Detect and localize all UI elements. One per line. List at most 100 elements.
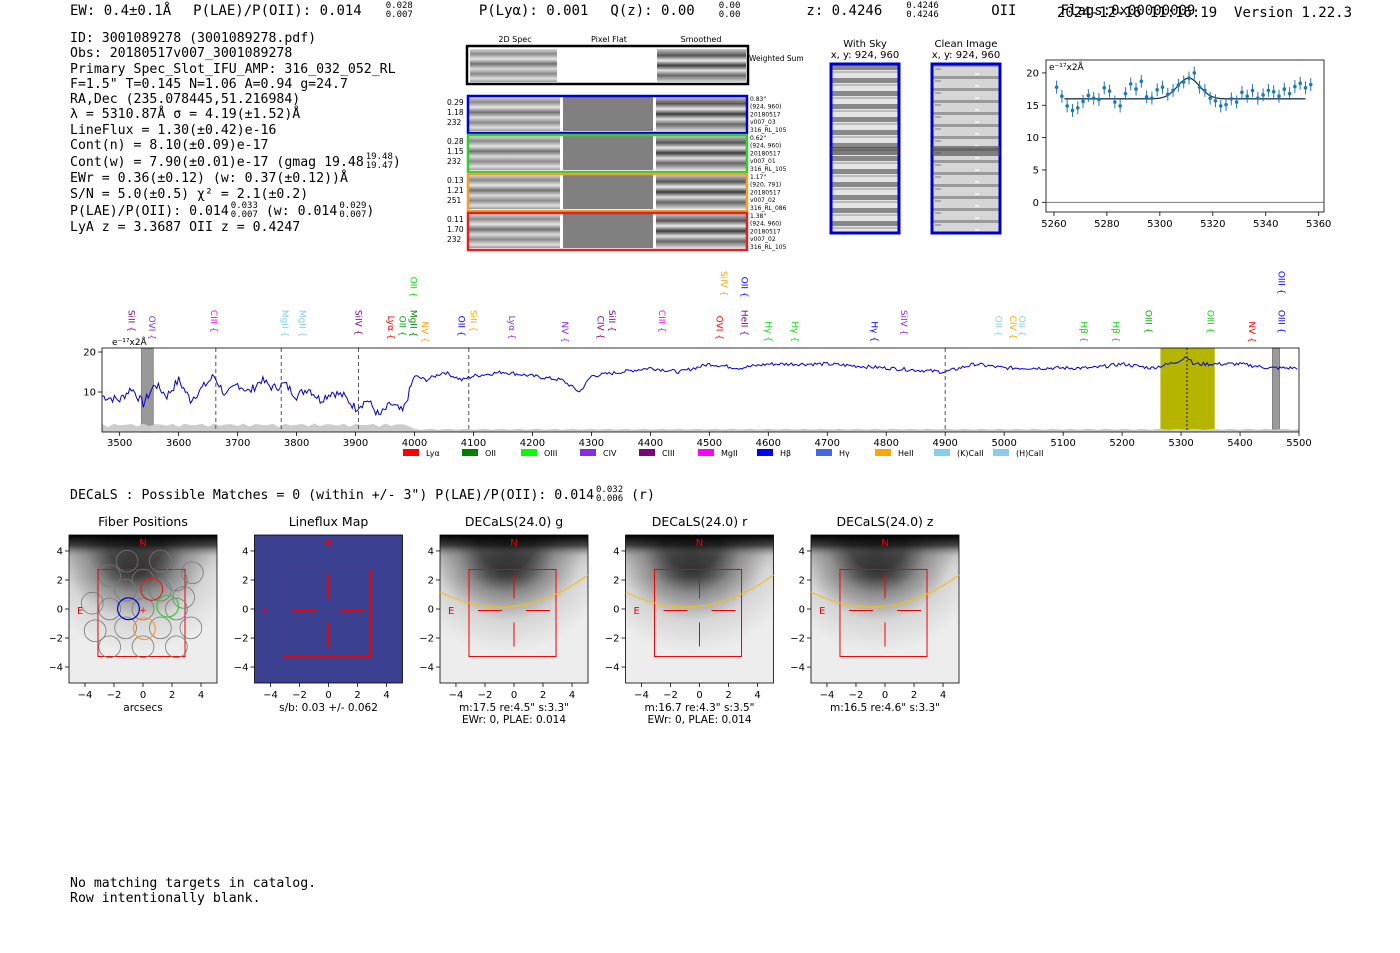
data-point xyxy=(1293,84,1297,89)
header-datetime: 2024-12-16 11:16:19 Version 1.22.3 xyxy=(1057,5,1353,21)
legend-swatch xyxy=(580,449,596,456)
y-tick-label: 2 xyxy=(242,575,248,586)
emission-line-label: OVI { xyxy=(146,316,156,340)
decals-summary: DECaLS : Possible Matches = 0 (within +/… xyxy=(70,485,655,504)
east-label: E xyxy=(448,606,454,617)
legend-label: CIII xyxy=(662,449,675,458)
data-point xyxy=(1160,85,1165,89)
cutout-pixel-flat xyxy=(563,97,653,131)
cutout-2d-spec xyxy=(469,214,560,248)
legend-swatch xyxy=(698,449,714,456)
cutout-left-label: 232 xyxy=(447,235,462,244)
data-point xyxy=(1075,106,1080,110)
cutout-smoothed xyxy=(656,175,746,209)
emission-line-label: NV { xyxy=(1246,321,1256,342)
x-tick-label: 4600 xyxy=(756,438,781,449)
decals-panel: Lineflux Map N E −4 −4 −2 −2 0 0 2 2 4 4 s/b: 0.03 +/… xyxy=(234,514,403,714)
x-tick-label: 4800 xyxy=(874,438,899,449)
cutout-pixel-flat xyxy=(563,214,653,248)
data-point xyxy=(1107,89,1112,93)
y-tick-label: 0 xyxy=(428,605,434,616)
data-point xyxy=(1261,93,1265,97)
line-fit-frame xyxy=(1045,59,1325,213)
panel-caption: s/b: 0.03 +/- 0.062 xyxy=(279,702,378,714)
selected-fiber xyxy=(117,597,140,621)
north-label: N xyxy=(510,538,517,549)
y-tick-label: −4 xyxy=(234,663,249,674)
header-plae: P(LAE)/P(OII): 0.014 0.028 0.007 xyxy=(193,1,413,20)
legend-swatch xyxy=(757,449,773,456)
x-tick-label: −2 xyxy=(849,690,864,701)
x-tick-label: 4700 xyxy=(815,438,840,449)
cutout-right-label: 316_RL_086 xyxy=(750,205,787,212)
data-point xyxy=(1266,88,1271,93)
north-label: N xyxy=(881,538,888,549)
x-tick-label: 4300 xyxy=(579,438,604,449)
col-2d-spec: 2D Spec xyxy=(498,35,531,44)
data-point xyxy=(1298,81,1302,86)
cutout-left-label: 1.21 xyxy=(447,186,464,195)
y-tick-label: −4 xyxy=(50,663,63,674)
panel-caption: arcsecs xyxy=(123,702,162,714)
panel-caption: EWr: 0, PLAE: 0.014 xyxy=(462,714,566,725)
data-point xyxy=(1134,87,1138,91)
panel-title: Fiber Positions xyxy=(98,514,188,529)
decals-panels: Fiber Positions + N E −4 −4 −2 −2 0 0 2 2 4 4 arcsecs L… xyxy=(50,514,960,725)
data-point xyxy=(1208,96,1212,100)
emission-line-label: SiII { xyxy=(606,310,616,332)
panel-caption: m:16.5 re:4.6" s:3.3" xyxy=(830,702,940,714)
clean-title: Clean Image xyxy=(935,39,998,50)
data-point xyxy=(1224,102,1228,107)
panel-title: DECaLS(24.0) z xyxy=(837,514,934,529)
cutout-row-frame xyxy=(466,133,749,174)
header-plya: P(Lyα): 0.001 xyxy=(478,3,589,19)
x-tick-label: 4200 xyxy=(520,438,545,449)
x-tick-label: 3700 xyxy=(225,438,250,449)
legend-swatch xyxy=(521,449,537,456)
cutout-left-label: 232 xyxy=(447,118,462,127)
data-point xyxy=(1234,100,1239,104)
data-point xyxy=(1282,87,1287,91)
fiber-circle xyxy=(98,597,121,621)
cutout-left-label: 0.13 xyxy=(447,176,464,185)
spectrum-unit: e⁻¹⁷x2Å xyxy=(112,336,148,348)
emission-line-text: CIII { xyxy=(208,310,218,333)
cutout-left-label: 0.11 xyxy=(447,215,464,224)
data-point xyxy=(1155,87,1159,92)
x-tick-label: 4900 xyxy=(932,438,957,449)
x-tick-label: 4 xyxy=(198,690,204,701)
x-tick-label: 5340 xyxy=(1253,219,1278,230)
data-point xyxy=(1240,90,1244,95)
emission-line-label: OII { xyxy=(407,277,417,298)
header-summary: EW: 0.4±0.1Å P(LAE)/P(OII): 0.014 0.028 0.0… xyxy=(70,2,1217,20)
x-tick-label: −4 xyxy=(634,690,649,701)
y-tick-label: −4 xyxy=(419,663,434,674)
data-point xyxy=(1287,91,1292,96)
fiber-circle xyxy=(115,549,139,573)
emission-line-text: NV { xyxy=(419,321,429,342)
data-point xyxy=(1150,96,1154,100)
emission-line-label: SiII { xyxy=(467,310,477,332)
emission-line-text: OIII { xyxy=(1275,271,1285,295)
x-tick-label: 2 xyxy=(169,690,175,701)
emission-line-label: MgII { xyxy=(407,310,417,337)
y-tick-label: 4 xyxy=(613,546,619,557)
galaxy-ellipse xyxy=(625,574,774,608)
center-marker: + xyxy=(139,606,147,616)
fiber-circle xyxy=(149,616,172,640)
fiber-circle xyxy=(114,616,137,640)
info-sn: S/N = 5.0(±0.5) χ² = 2.1(±0.2) xyxy=(70,186,309,202)
legend-swatch xyxy=(934,449,950,456)
masked-region xyxy=(1272,347,1280,433)
data-point xyxy=(1229,97,1234,101)
cutout-2d-spec xyxy=(469,136,560,170)
x-tick-label: 0 xyxy=(882,690,888,701)
weighted-sum-2d xyxy=(470,49,557,82)
x-tick-label: 5500 xyxy=(1286,438,1311,449)
clean-band xyxy=(932,146,1000,156)
y-tick-label: −4 xyxy=(790,663,805,674)
x-tick-label: 4400 xyxy=(638,438,663,449)
clean-coords: x, y: 924, 960 xyxy=(932,50,1001,61)
emission-line-label: OVI { xyxy=(713,316,723,340)
